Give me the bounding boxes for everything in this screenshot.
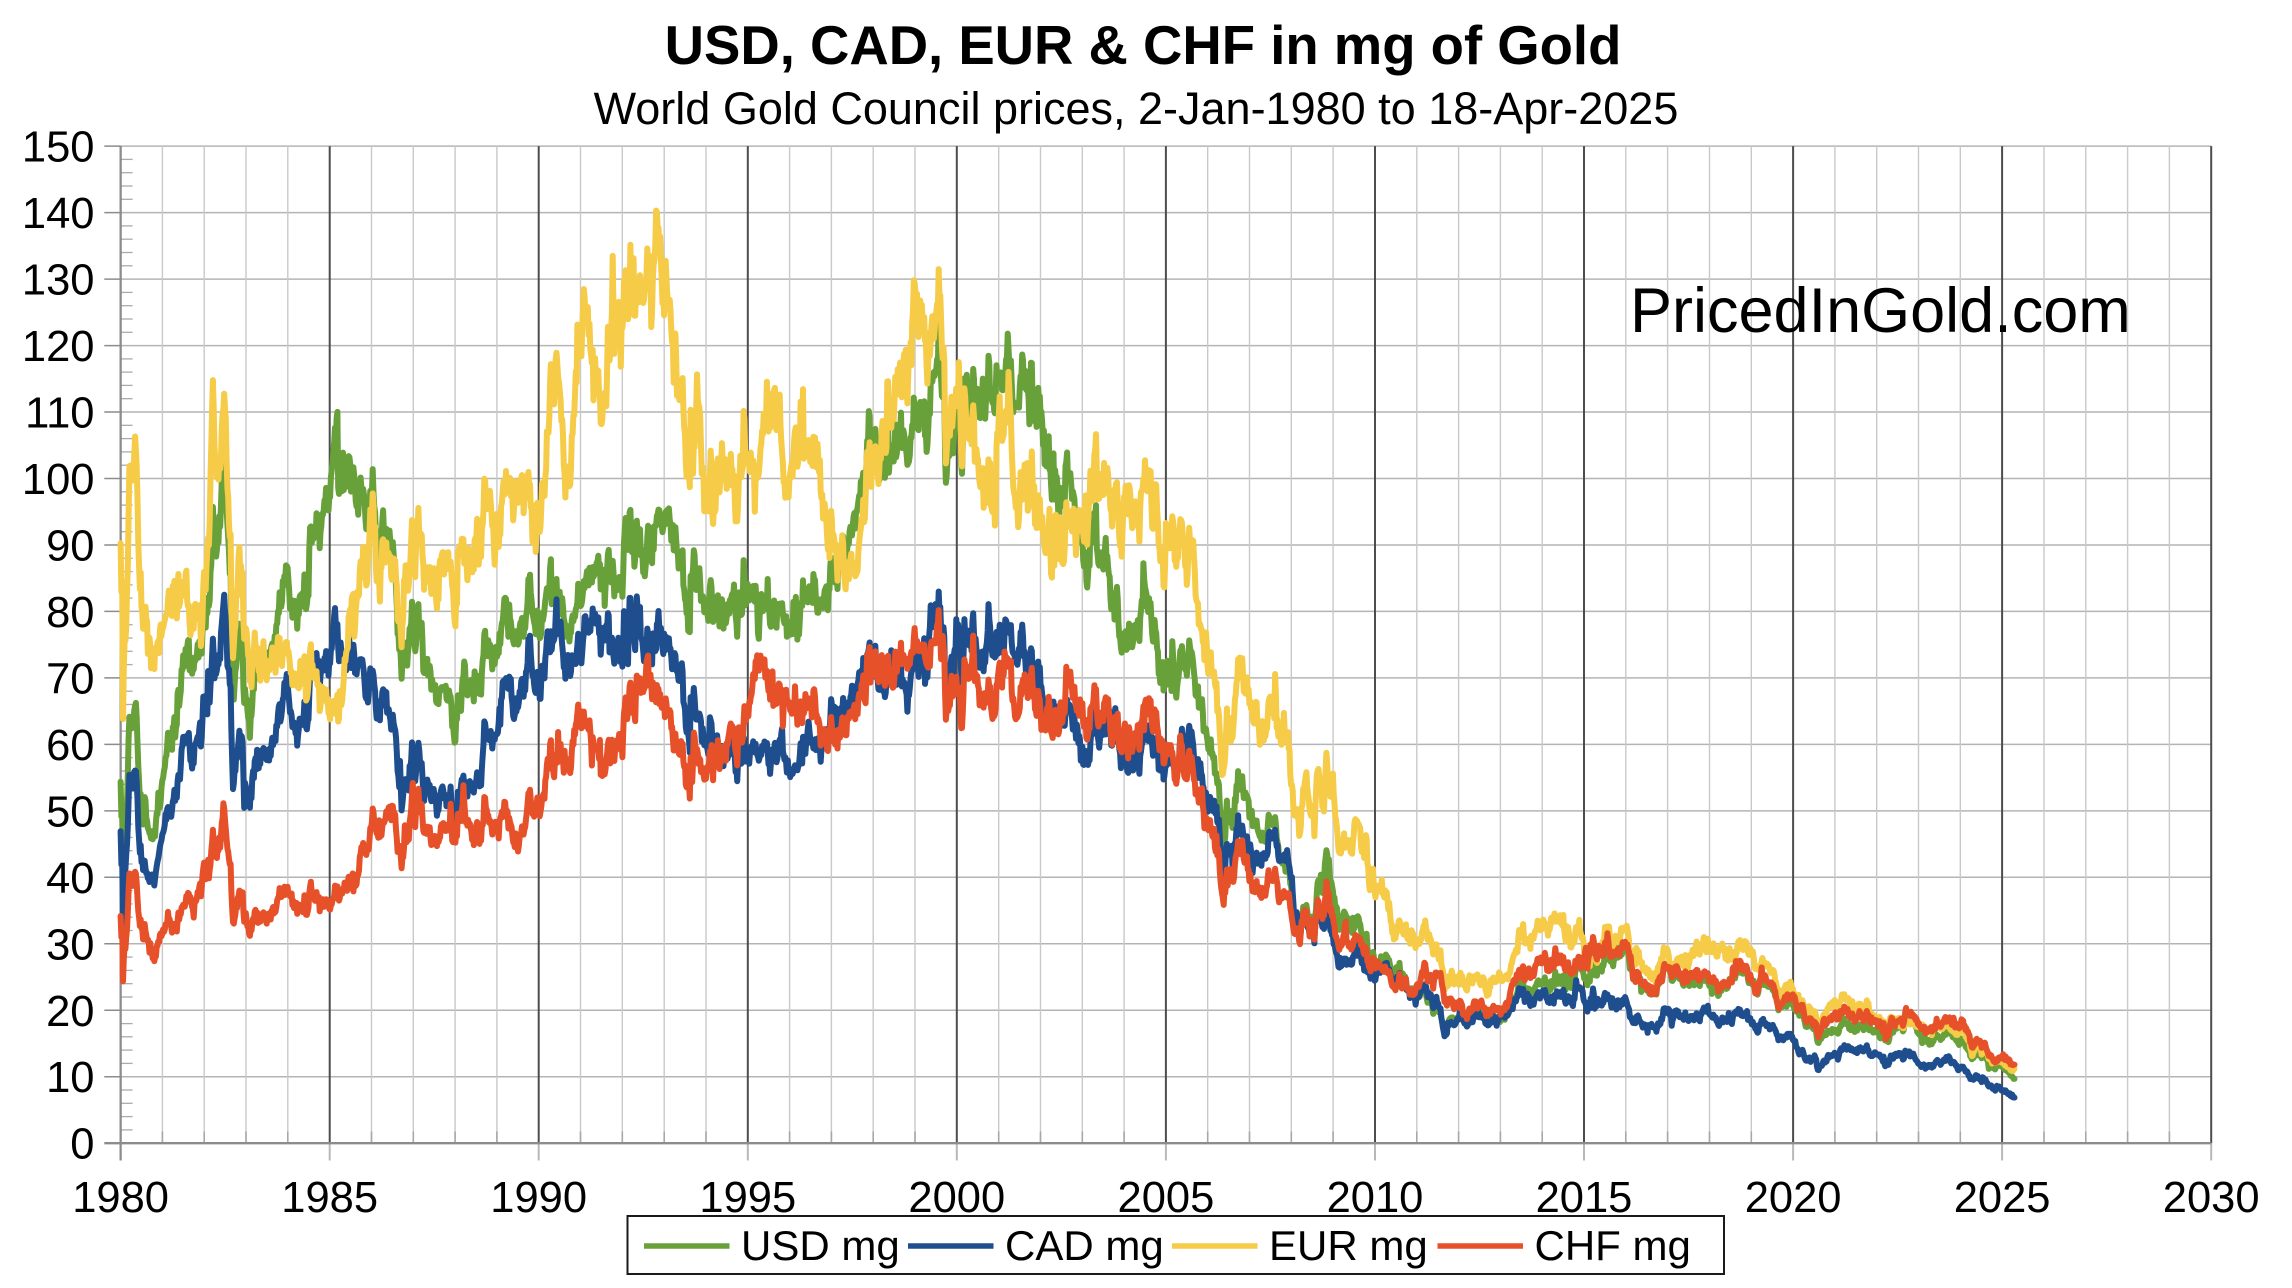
svg-text:80: 80	[46, 589, 94, 637]
svg-text:2005: 2005	[1118, 1174, 1215, 1222]
svg-text:100: 100	[22, 456, 95, 504]
svg-text:50: 50	[46, 788, 94, 836]
svg-text:90: 90	[46, 523, 94, 571]
svg-text:70: 70	[46, 655, 94, 703]
svg-text:120: 120	[22, 323, 95, 371]
svg-text:150: 150	[22, 124, 95, 172]
svg-text:60: 60	[46, 722, 94, 770]
svg-text:World Gold Council prices, 2-J: World Gold Council prices, 2-Jan-1980 to…	[594, 83, 1679, 134]
svg-text:110: 110	[25, 390, 94, 438]
svg-text:0: 0	[70, 1121, 94, 1169]
svg-text:30: 30	[46, 921, 94, 969]
svg-text:2020: 2020	[1745, 1174, 1842, 1222]
svg-text:2010: 2010	[1327, 1174, 1424, 1222]
svg-text:130: 130	[22, 257, 95, 305]
svg-text:10: 10	[46, 1054, 94, 1102]
svg-text:1985: 1985	[281, 1174, 378, 1222]
svg-text:2030: 2030	[2163, 1174, 2260, 1222]
svg-text:140: 140	[22, 190, 95, 238]
svg-text:1990: 1990	[490, 1174, 587, 1222]
svg-text:20: 20	[46, 988, 94, 1036]
svg-text:2000: 2000	[908, 1174, 1005, 1222]
svg-text:40: 40	[46, 855, 94, 903]
svg-text:1980: 1980	[72, 1174, 169, 1222]
svg-text:USD mg: USD mg	[741, 1222, 900, 1269]
svg-text:CHF mg: CHF mg	[1535, 1222, 1691, 1269]
svg-text:PricedInGold.com: PricedInGold.com	[1630, 276, 2131, 346]
svg-text:2015: 2015	[1536, 1174, 1633, 1222]
svg-text:2025: 2025	[1954, 1174, 2051, 1222]
svg-text:EUR mg: EUR mg	[1269, 1222, 1428, 1269]
svg-text:CAD mg: CAD mg	[1005, 1222, 1164, 1269]
svg-text:USD, CAD, EUR & CHF in mg of G: USD, CAD, EUR & CHF in mg of Gold	[665, 15, 1622, 76]
svg-text:1995: 1995	[699, 1174, 796, 1222]
